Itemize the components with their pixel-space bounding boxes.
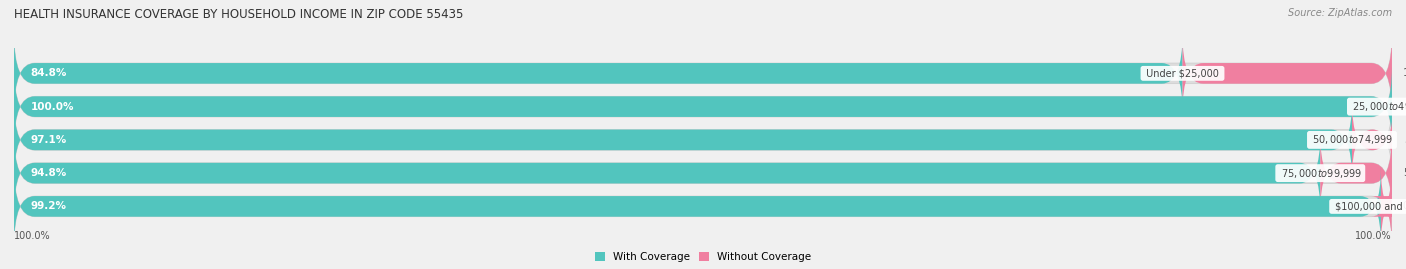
FancyBboxPatch shape (14, 67, 1392, 146)
Text: HEALTH INSURANCE COVERAGE BY HOUSEHOLD INCOME IN ZIP CODE 55435: HEALTH INSURANCE COVERAGE BY HOUSEHOLD I… (14, 8, 464, 21)
FancyBboxPatch shape (14, 100, 1392, 179)
FancyBboxPatch shape (14, 100, 1353, 179)
Text: $25,000 to $49,999: $25,000 to $49,999 (1350, 100, 1406, 113)
FancyBboxPatch shape (14, 134, 1392, 213)
Text: 0.0%: 0.0% (1403, 102, 1406, 112)
FancyBboxPatch shape (14, 167, 1381, 246)
Text: 84.8%: 84.8% (31, 68, 67, 78)
Text: 100.0%: 100.0% (1355, 231, 1392, 241)
Text: 97.1%: 97.1% (31, 135, 67, 145)
FancyBboxPatch shape (14, 134, 1320, 213)
FancyBboxPatch shape (1320, 134, 1392, 213)
FancyBboxPatch shape (1353, 100, 1393, 179)
Text: 100.0%: 100.0% (31, 102, 75, 112)
Text: 99.2%: 99.2% (31, 201, 66, 211)
Legend: With Coverage, Without Coverage: With Coverage, Without Coverage (591, 248, 815, 266)
Text: 5.2%: 5.2% (1403, 168, 1406, 178)
FancyBboxPatch shape (14, 67, 1392, 146)
Text: 100.0%: 100.0% (14, 231, 51, 241)
Text: 3.0%: 3.0% (1405, 135, 1406, 145)
FancyBboxPatch shape (1371, 167, 1402, 246)
Text: $50,000 to $74,999: $50,000 to $74,999 (1309, 133, 1395, 146)
Text: Source: ZipAtlas.com: Source: ZipAtlas.com (1288, 8, 1392, 18)
FancyBboxPatch shape (1182, 34, 1392, 113)
Text: 0.78%: 0.78% (1403, 201, 1406, 211)
Text: 94.8%: 94.8% (31, 168, 67, 178)
Text: $75,000 to $99,999: $75,000 to $99,999 (1278, 167, 1362, 180)
FancyBboxPatch shape (14, 167, 1392, 246)
Text: 15.2%: 15.2% (1403, 68, 1406, 78)
FancyBboxPatch shape (14, 34, 1182, 113)
Text: Under $25,000: Under $25,000 (1143, 68, 1222, 78)
Text: $100,000 and over: $100,000 and over (1331, 201, 1406, 211)
FancyBboxPatch shape (14, 34, 1392, 113)
